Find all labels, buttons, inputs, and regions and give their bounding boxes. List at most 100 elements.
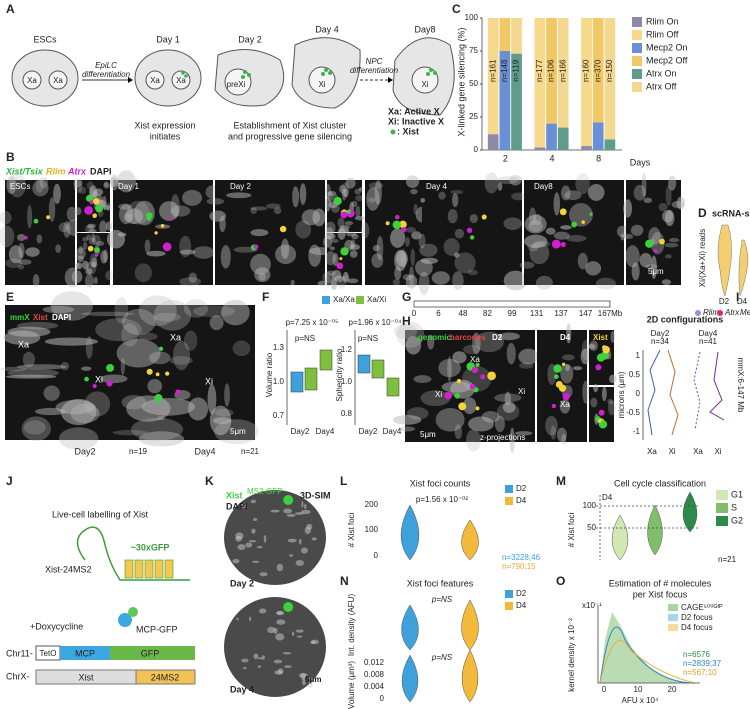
- legend-swatch: [505, 590, 513, 598]
- signal: [339, 257, 343, 261]
- texture: [347, 278, 359, 284]
- trace: [647, 349, 661, 436]
- texture: [249, 616, 252, 622]
- texture: [372, 244, 380, 252]
- texture: [331, 269, 342, 280]
- trace: [667, 349, 679, 436]
- dot: [429, 68, 433, 72]
- texture: [577, 252, 588, 270]
- texture: [81, 366, 92, 371]
- panel-label: L: [340, 474, 347, 488]
- signal: [458, 402, 467, 411]
- n-label: n=2839;37: [683, 659, 722, 668]
- texture: [275, 633, 285, 641]
- texture: [134, 263, 153, 283]
- signal: [469, 383, 476, 390]
- signal: [551, 239, 561, 249]
- decoration: [0, 170, 700, 703]
- texture: [105, 270, 114, 281]
- texture: [8, 173, 26, 198]
- texture: [633, 184, 647, 201]
- signal: [469, 235, 475, 240]
- texture: [616, 225, 629, 238]
- gfp-array: [124, 559, 174, 579]
- texture: [405, 236, 410, 247]
- texture: [295, 220, 312, 239]
- texture: [16, 364, 67, 370]
- texture: [532, 213, 542, 226]
- n-label: n=567;10: [683, 668, 717, 677]
- legend-swatch: [632, 30, 642, 40]
- legend: Xa: Active X: [388, 106, 440, 116]
- x-chrom: [22, 70, 42, 90]
- texture: [39, 176, 49, 189]
- texture: [325, 275, 331, 288]
- legend-swatch: [632, 56, 642, 66]
- bar-label: n=106: [547, 59, 556, 82]
- signal: [279, 225, 287, 233]
- texture: [301, 672, 306, 681]
- texture: [650, 232, 665, 255]
- texture: [78, 245, 84, 255]
- violin: [461, 649, 479, 703]
- texture: [121, 395, 147, 410]
- stain: genomic: [418, 333, 451, 342]
- texture: [261, 655, 265, 660]
- legend-swatch: [716, 503, 728, 513]
- signal: [94, 253, 99, 257]
- xist-dots: [181, 68, 437, 135]
- position-label: 48: [459, 309, 468, 318]
- texture: [183, 330, 198, 351]
- texture: [580, 348, 590, 365]
- y-tick-label: 100: [465, 13, 479, 22]
- caption: Xist expression: [134, 120, 195, 130]
- panel-title: Estimation of # molecules: [609, 578, 712, 588]
- tick: 0.004: [364, 682, 385, 691]
- signal: [392, 220, 402, 230]
- texture: [235, 532, 244, 540]
- stain: Xist: [226, 490, 243, 500]
- legend: D4 focus: [681, 623, 713, 632]
- texture: [60, 398, 97, 426]
- texture: [509, 174, 522, 186]
- texture: [120, 357, 125, 376]
- texture: [206, 198, 225, 205]
- y-axis-label: kernel density x 10⁻²: [567, 618, 576, 692]
- texture: [454, 424, 463, 440]
- tick: 100: [365, 525, 379, 534]
- scale-bar: 5μm: [420, 430, 436, 439]
- texture: [82, 237, 89, 242]
- texture: [64, 267, 81, 288]
- texture: [50, 291, 93, 321]
- p-value: p=NS: [431, 653, 453, 662]
- cell-diagram: [11, 37, 455, 116]
- arrowhead: [128, 77, 133, 83]
- texture: [651, 255, 657, 280]
- texture: [392, 278, 401, 286]
- tick: 100: [583, 501, 597, 510]
- legend: Xi: Inactive X: [388, 116, 444, 126]
- texture: [415, 259, 433, 277]
- texture: [524, 234, 548, 249]
- box-label: GFP: [141, 648, 160, 658]
- box: [290, 371, 304, 393]
- texture: [55, 399, 96, 415]
- texture: [371, 253, 384, 268]
- texture: [8, 245, 23, 264]
- bar-segment: [604, 18, 616, 140]
- scale-bar: 5μm: [648, 267, 664, 276]
- box: [60, 646, 110, 660]
- bar-label: n=150: [605, 59, 614, 82]
- texture: [86, 234, 92, 241]
- texture: [5, 374, 57, 379]
- texture: [17, 264, 25, 270]
- texture: [630, 224, 644, 236]
- texture: [251, 528, 256, 534]
- texture: [317, 280, 328, 286]
- texture: [16, 321, 59, 330]
- texture: [221, 299, 250, 326]
- n-label: n=19: [129, 447, 148, 456]
- signal: [33, 218, 39, 224]
- bar-label: n=177: [535, 59, 544, 82]
- texture: [250, 207, 257, 214]
